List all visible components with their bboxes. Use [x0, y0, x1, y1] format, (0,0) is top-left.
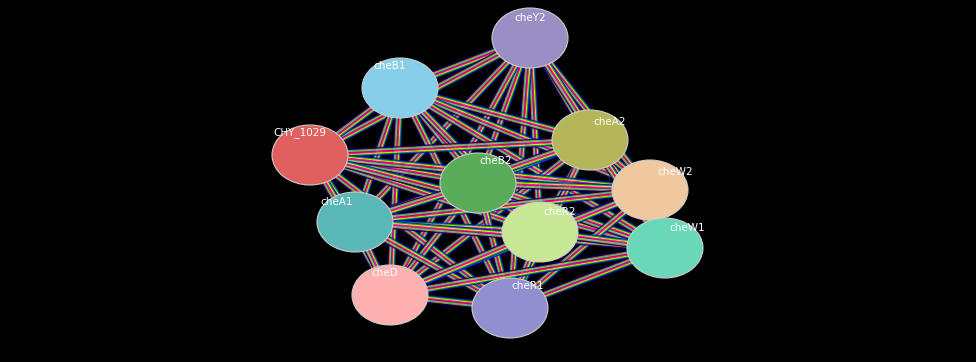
- Ellipse shape: [627, 218, 703, 278]
- Text: cheR2: cheR2: [544, 207, 576, 217]
- Ellipse shape: [272, 125, 348, 185]
- Ellipse shape: [352, 265, 428, 325]
- Text: cheW1: cheW1: [670, 223, 705, 233]
- Text: cheY2: cheY2: [514, 13, 546, 23]
- Ellipse shape: [317, 192, 393, 252]
- Text: cheW2: cheW2: [657, 167, 693, 177]
- Ellipse shape: [492, 8, 568, 68]
- Text: cheA2: cheA2: [593, 117, 627, 127]
- Ellipse shape: [440, 153, 516, 213]
- Text: CHY_1029: CHY_1029: [273, 127, 327, 138]
- Ellipse shape: [502, 202, 578, 262]
- Text: cheA1: cheA1: [321, 197, 353, 207]
- Text: cheR1: cheR1: [511, 281, 545, 291]
- Text: cheD: cheD: [372, 268, 398, 278]
- Ellipse shape: [612, 160, 688, 220]
- Ellipse shape: [552, 110, 628, 170]
- Ellipse shape: [362, 58, 438, 118]
- Ellipse shape: [472, 278, 548, 338]
- Text: cheB2: cheB2: [480, 156, 512, 166]
- Text: cheB1: cheB1: [374, 61, 406, 71]
